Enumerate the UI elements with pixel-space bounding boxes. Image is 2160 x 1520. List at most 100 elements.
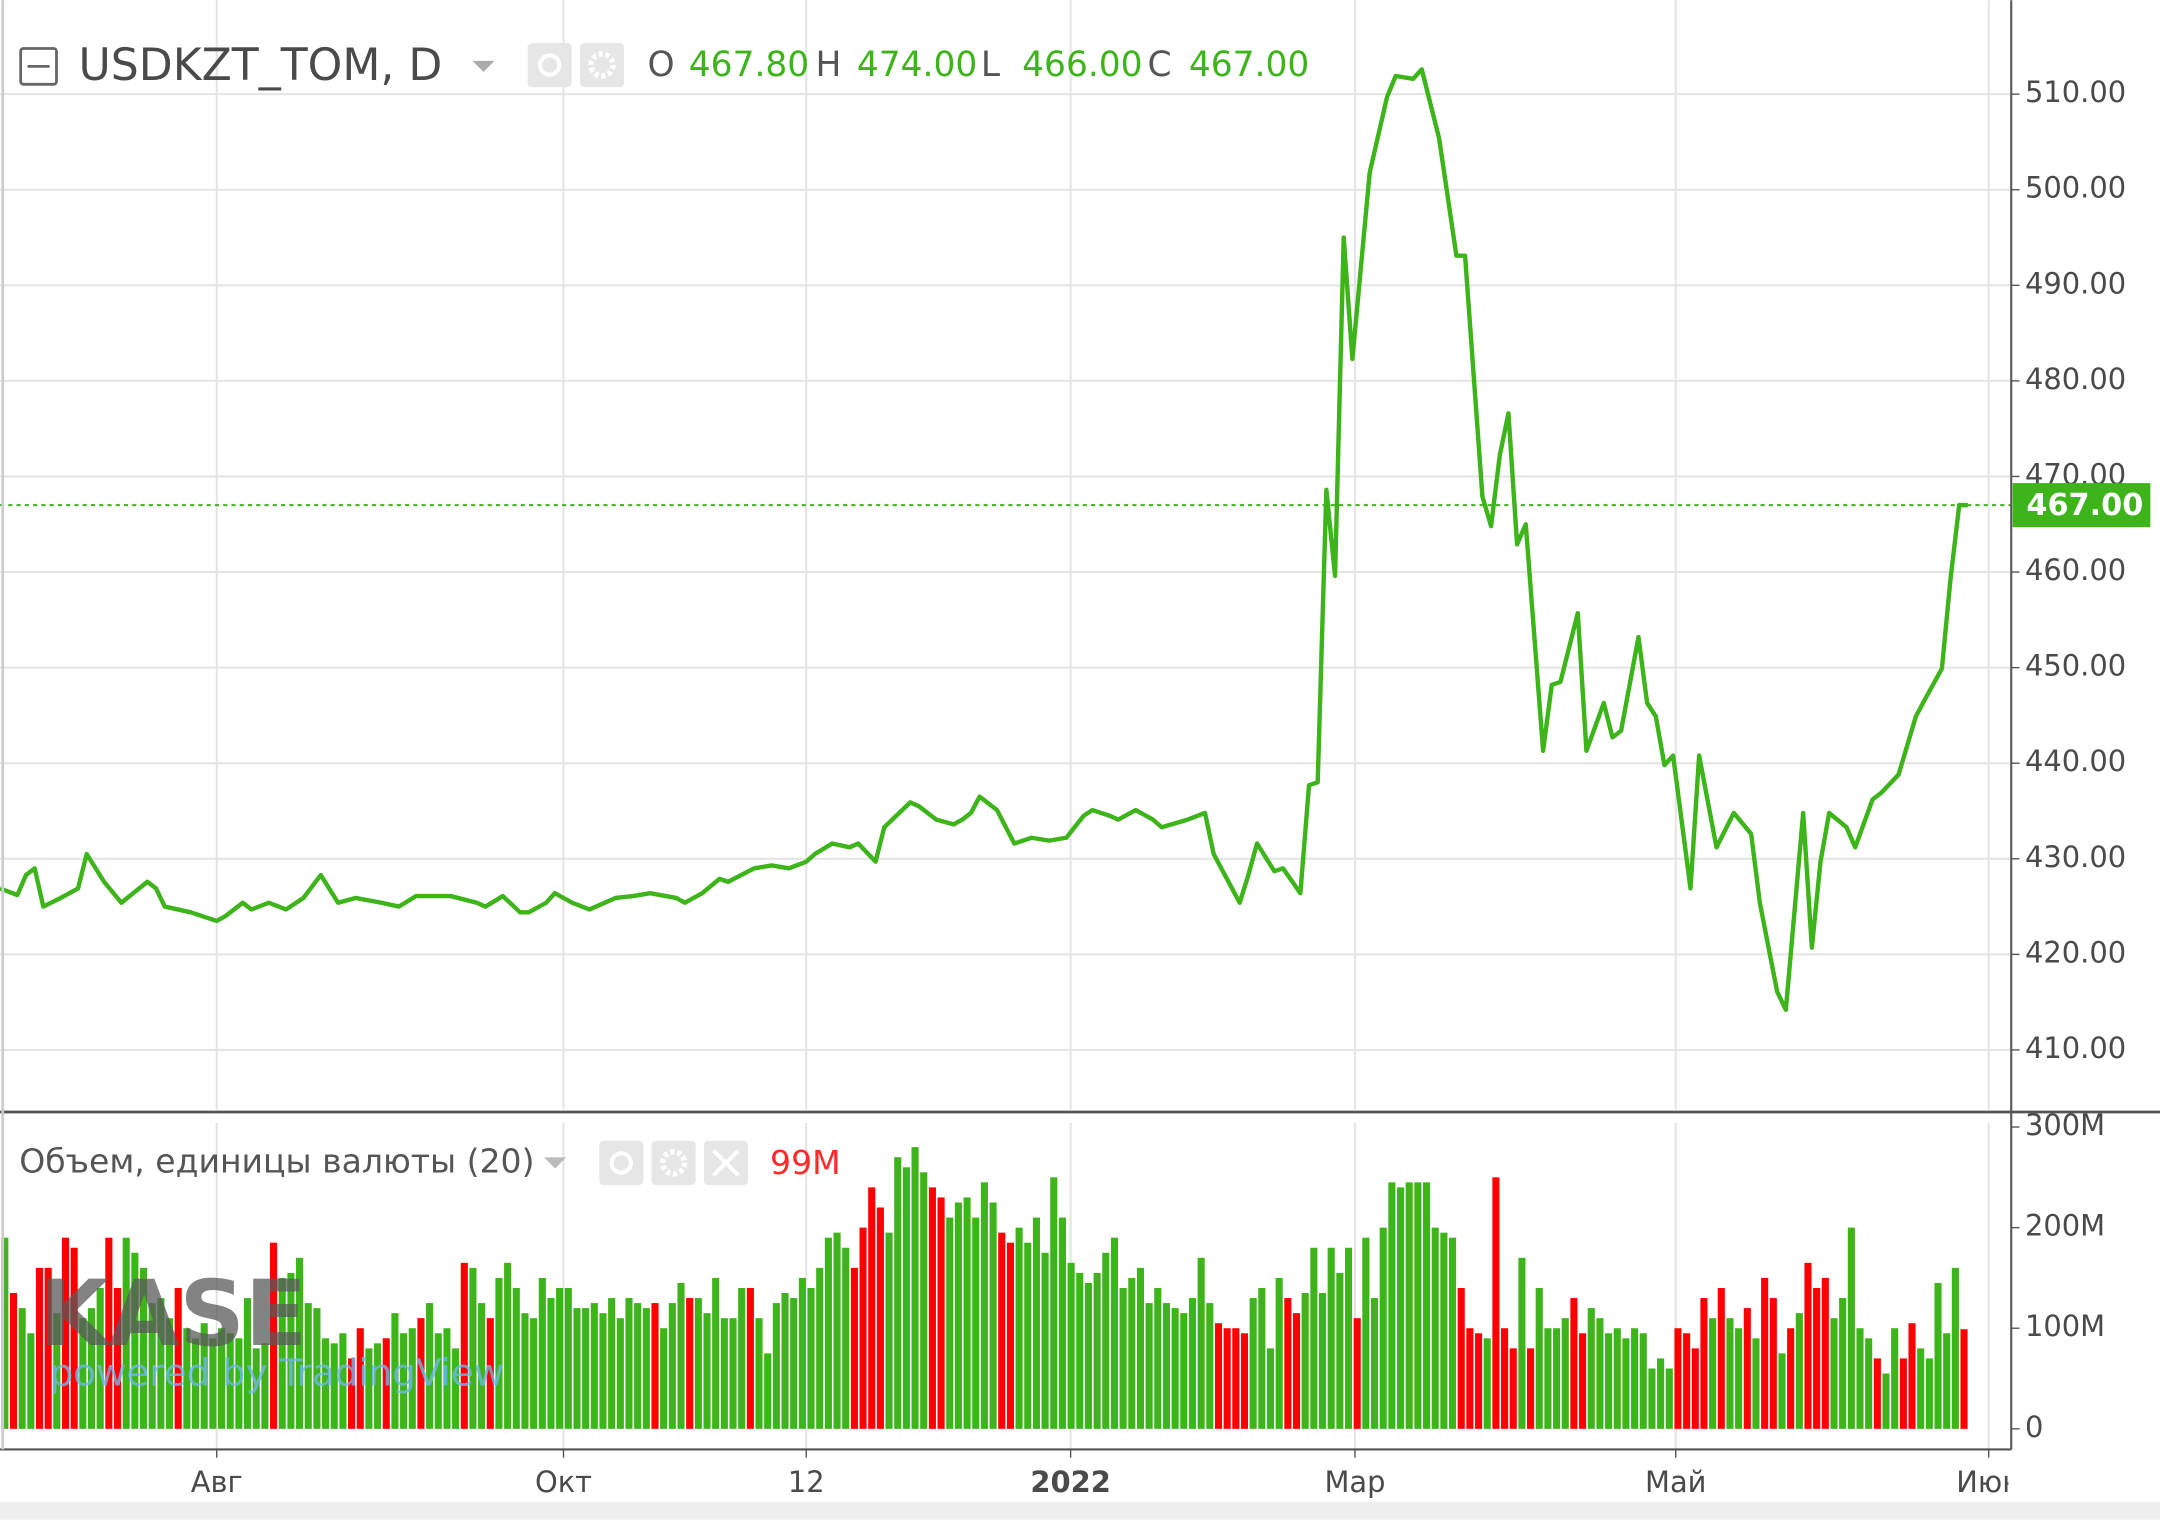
volume-bar: [1327, 1247, 1335, 1429]
volume-bar: [304, 1303, 312, 1429]
ohlc-key: L: [981, 45, 1000, 85]
volume-bar: [608, 1298, 616, 1429]
volume-bar: [1318, 1293, 1327, 1429]
volume-bar: [1683, 1333, 1691, 1429]
y-tick-label: 450.00: [2025, 649, 2126, 683]
volume-title[interactable]: Объем, единицы валюты (20): [19, 1141, 534, 1180]
y-tick-label: 100M: [2025, 1309, 2105, 1343]
volume-bar: [252, 1348, 260, 1429]
volume-bar: [1821, 1277, 1829, 1429]
y-tick-label: 490.00: [2025, 266, 2126, 300]
volume-bar: [79, 1318, 87, 1429]
eye-button[interactable]: [599, 1140, 644, 1185]
volume-bar: [1709, 1318, 1717, 1429]
volume-bar: [426, 1303, 434, 1429]
volume-bar: [1414, 1182, 1422, 1429]
y-tick-label: 200M: [2025, 1209, 2105, 1243]
volume-bar: [1535, 1287, 1543, 1429]
volume-bar: [755, 1318, 763, 1429]
volume-bar: [35, 1267, 44, 1429]
ohlc-value: 466.00: [1022, 45, 1142, 85]
dropdown-arrow[interactable]: [544, 1157, 567, 1169]
volume-bar: [798, 1277, 806, 1429]
y-tick-label: 430.00: [2025, 840, 2126, 874]
y-tick-label: 480.00: [2025, 362, 2126, 396]
settings-button[interactable]: [651, 1140, 696, 1185]
volume-bar: [1553, 1328, 1561, 1429]
volume-bar: [1310, 1247, 1318, 1429]
volume-bar: [61, 1237, 70, 1429]
volume-bar: [105, 1237, 113, 1429]
volume-bar: [1223, 1328, 1231, 1429]
volume-bar: [1, 1237, 9, 1429]
volume-bar: [1258, 1287, 1266, 1429]
volume-bar: [1925, 1358, 1933, 1429]
volume-bar: [1544, 1328, 1552, 1429]
volume-bar: [937, 1197, 945, 1429]
volume-bar: [1657, 1358, 1665, 1429]
price-line: [0, 67, 1968, 1013]
volume-bar: [885, 1232, 893, 1429]
volume-bar: [1197, 1257, 1205, 1429]
volume-bar: [1882, 1373, 1890, 1429]
volume-bar: [1917, 1348, 1925, 1429]
volume-bar: [70, 1247, 78, 1429]
volume-bar: [1362, 1237, 1370, 1429]
volume-bar: [833, 1232, 841, 1429]
volume-bar: [200, 1323, 208, 1429]
volume-bar: [1232, 1328, 1240, 1429]
x-tick-label: 2022: [1030, 1465, 1110, 1499]
volume-bar: [460, 1262, 468, 1429]
volume-bar: [1492, 1177, 1500, 1429]
volume-bar: [1275, 1277, 1283, 1429]
watermark-text: powered by TradingView: [50, 1351, 505, 1395]
volume-bar: [1370, 1298, 1379, 1429]
volume-bar: [1431, 1227, 1439, 1429]
volume-bar: [582, 1308, 590, 1429]
symbol-title[interactable]: USDKZT_TOM, D: [79, 40, 443, 91]
x-tick-label: Мар: [1324, 1465, 1385, 1499]
volume-bar: [686, 1298, 694, 1429]
volume-bar: [1128, 1277, 1136, 1429]
volume-bar: [270, 1242, 278, 1429]
eye-button[interactable]: [527, 42, 572, 88]
volume-bar: [1379, 1227, 1387, 1429]
volume-bar: [1778, 1353, 1786, 1429]
ohlc-value: 474.00: [857, 45, 977, 85]
dropdown-arrow[interactable]: [472, 60, 495, 72]
volume-bar: [1570, 1298, 1578, 1429]
volume-bar: [235, 1338, 243, 1429]
volume-bar: [1665, 1368, 1673, 1429]
volume-bar: [382, 1338, 390, 1429]
volume-bar: [1726, 1318, 1734, 1429]
volume-bar: [1674, 1328, 1682, 1429]
volume-bar: [1388, 1182, 1396, 1429]
volume-bar: [148, 1303, 156, 1429]
volume-bar: [1076, 1272, 1084, 1429]
volume-bar: [1856, 1328, 1864, 1429]
last-price-box: [2012, 483, 2151, 528]
x-tick-label: Май: [1645, 1465, 1706, 1499]
volume-bar: [764, 1353, 772, 1429]
volume-bar: [781, 1293, 789, 1429]
volume-bar: [1605, 1333, 1613, 1429]
volume-bar: [322, 1338, 330, 1429]
volume-bar: [1110, 1237, 1119, 1429]
last-price-label: 467.00: [2026, 488, 2143, 523]
y-tick-label: 440.00: [2025, 744, 2126, 778]
volume-bar: [512, 1287, 520, 1429]
volume-bar: [1596, 1318, 1604, 1429]
volume-bar: [1015, 1227, 1023, 1429]
volume-bar: [1032, 1217, 1040, 1429]
time-axis-labels: Авг Окт 12 2022 Мар Май Июн: [191, 1465, 2009, 1499]
volume-bar: [1631, 1328, 1639, 1429]
settings-button[interactable]: [579, 42, 625, 88]
volume-bar: [538, 1277, 546, 1429]
volume-bar: [1119, 1287, 1127, 1429]
volume-bar: [1873, 1358, 1881, 1429]
volume-bar: [980, 1182, 988, 1429]
volume-bar: [1908, 1323, 1916, 1429]
volume-bar: [434, 1333, 442, 1429]
